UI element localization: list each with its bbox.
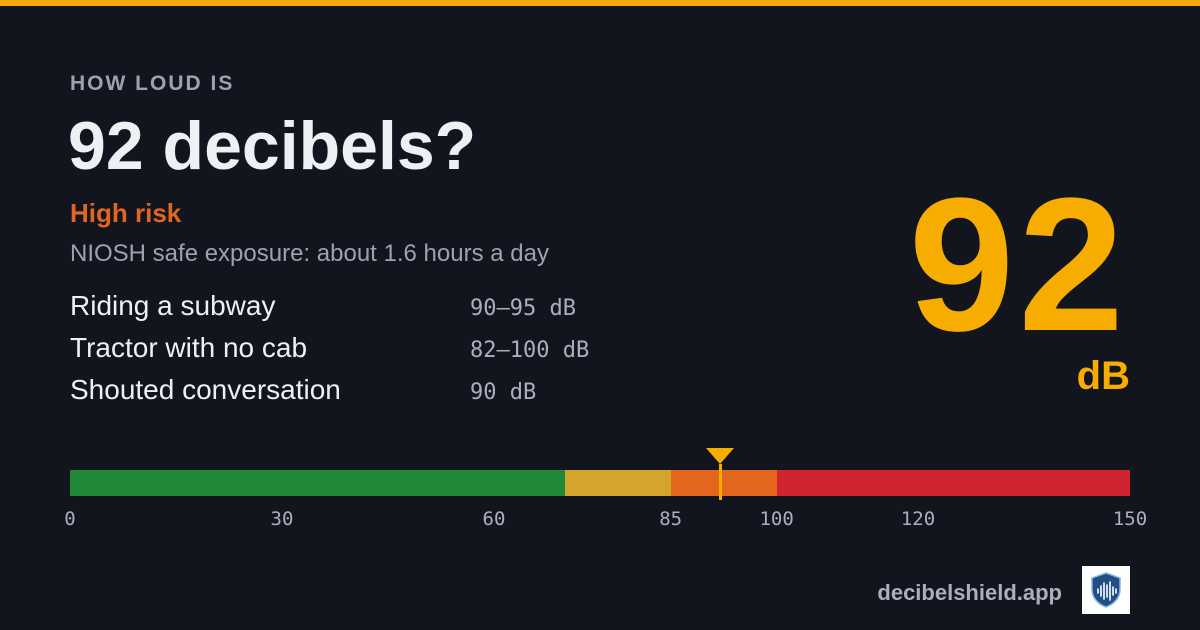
example-name: Tractor with no cab (70, 332, 308, 363)
scale-tick-label: 30 (270, 508, 294, 530)
scale-tick-label: 0 (64, 508, 76, 530)
level-marker-line (718, 464, 722, 500)
level-unit: dB (1076, 354, 1130, 398)
top-accent-bar (0, 0, 1200, 6)
level-value: 92 (908, 159, 1128, 371)
scale-tick-label: 120 (900, 508, 936, 530)
scale-band-moderate (564, 470, 671, 496)
eyebrow-label: HOW LOUD IS (70, 72, 235, 95)
risk-label: High risk (70, 198, 182, 228)
scale-band-high (670, 470, 777, 496)
scale-tick-label: 85 (659, 508, 683, 530)
decibel-scale: 0 30 60 85 100 120 150 (64, 446, 1147, 536)
scale-tick-label: 60 (482, 508, 506, 530)
scale-band-safe (70, 470, 565, 496)
scale-tick-label: 100 (759, 508, 794, 530)
page-title: 92 decibels? (68, 108, 477, 184)
list-item: Tractor with no cab 82–100 dB (70, 330, 670, 372)
shield-soundwave-icon (1082, 566, 1130, 614)
site-domain-link[interactable]: decibelshield.app (877, 580, 1062, 605)
examples-list: Riding a subway 90–95 dB Tractor with no… (70, 288, 670, 414)
scale-band-danger (776, 470, 1130, 496)
exposure-text: NIOSH safe exposure: about 1.6 hours a d… (70, 240, 549, 267)
level-marker-triangle-icon (706, 448, 735, 464)
example-name: Shouted conversation (70, 374, 341, 405)
example-range: 82–100 dB (470, 338, 590, 363)
example-name: Riding a subway (70, 290, 276, 321)
list-item: Shouted conversation 90 dB (70, 372, 670, 414)
list-item: Riding a subway 90–95 dB (70, 288, 670, 330)
example-range: 90–95 dB (470, 296, 576, 321)
scale-tick-label: 150 (1112, 508, 1148, 530)
example-range: 90 dB (470, 380, 537, 405)
